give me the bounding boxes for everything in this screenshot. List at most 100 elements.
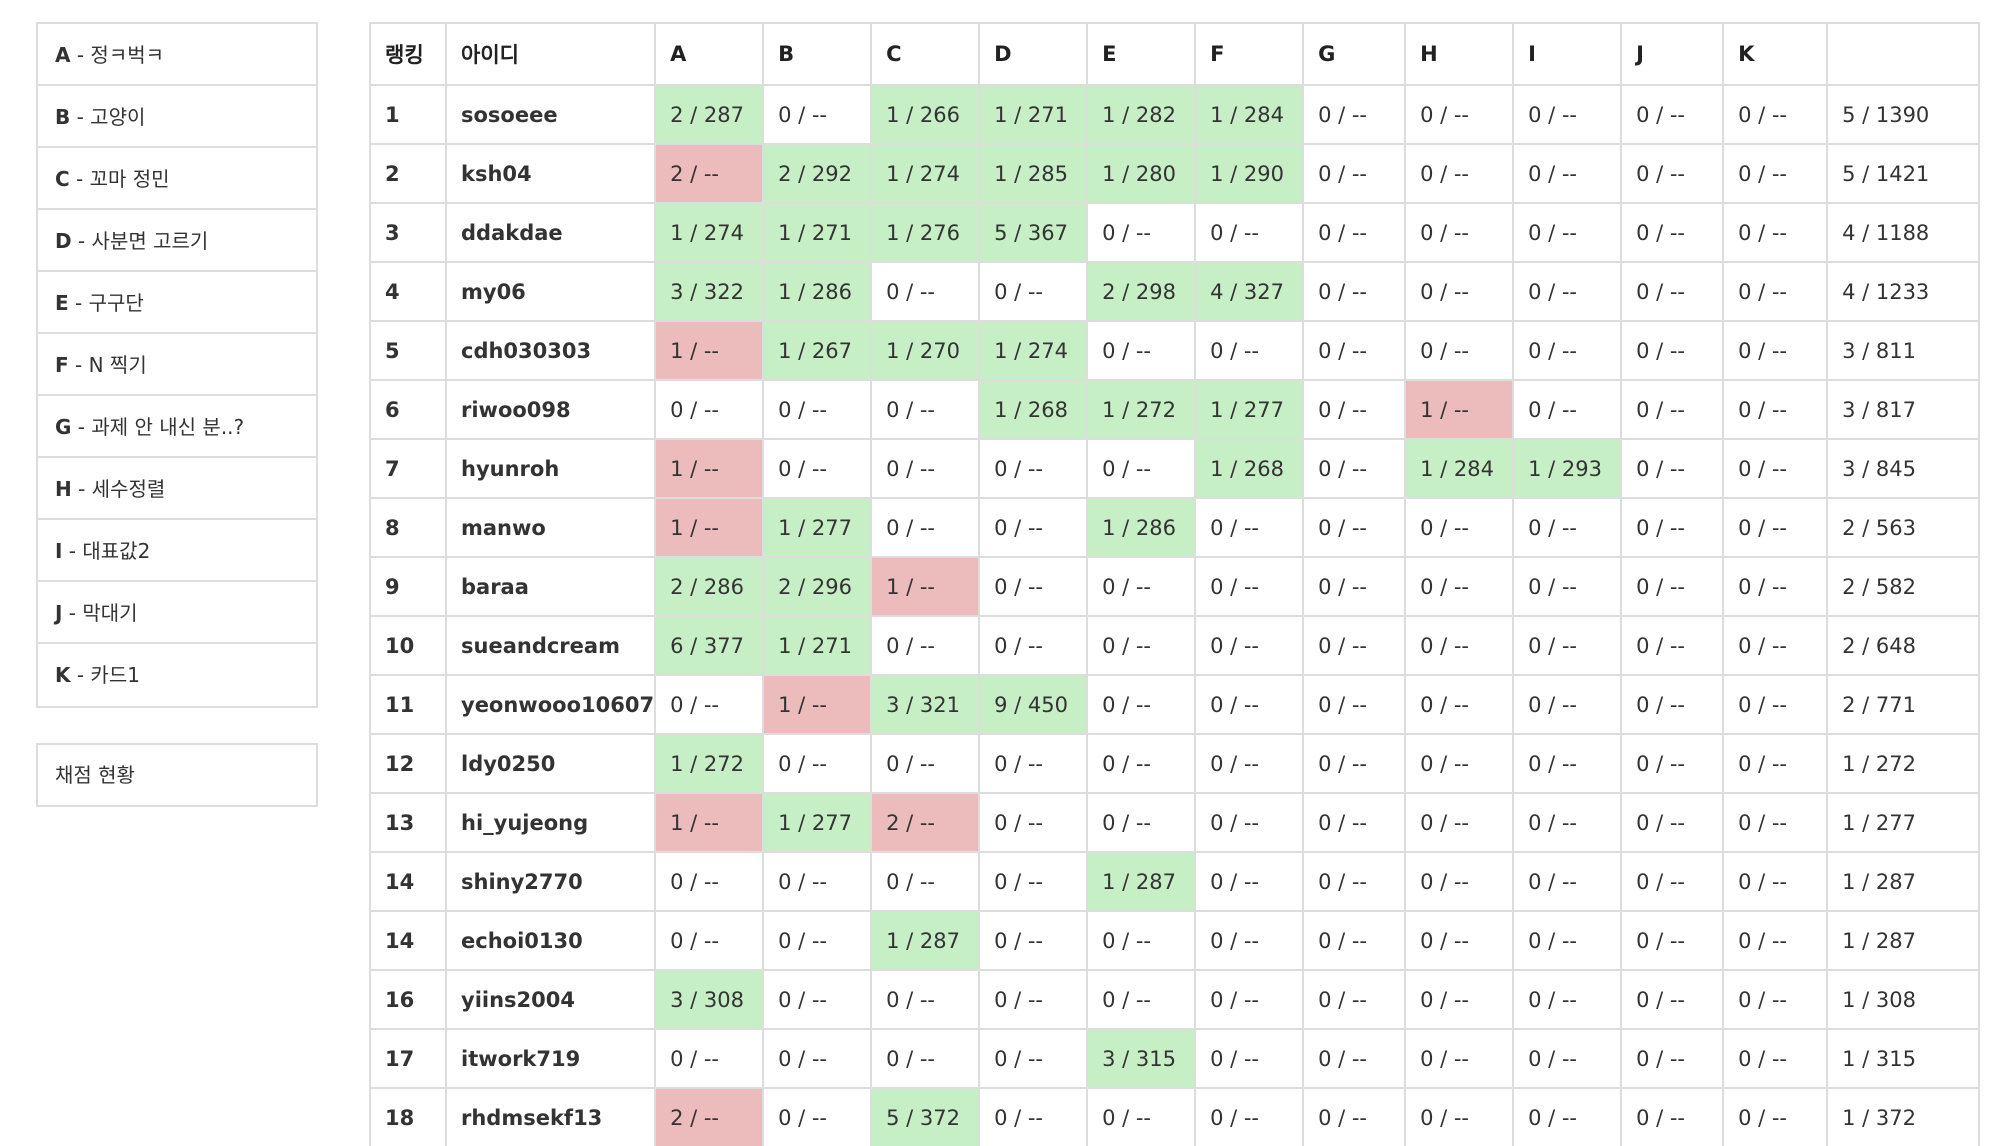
total-cell: 1 / 315 [1826, 1028, 1981, 1089]
col-header-problem-c[interactable]: C [870, 22, 981, 86]
problem-result-cell: 1 / 286 [1086, 497, 1197, 558]
problem-result-cell: 0 / -- [1620, 556, 1725, 617]
user-id-cell[interactable]: ddakdae [444, 202, 657, 263]
problem-result-cell: 0 / -- [978, 556, 1089, 617]
sidebar-item-problem-a[interactable]: A - 정ㅋ벅ㅋ [38, 24, 316, 86]
problem-result-cell: 1 / 271 [762, 615, 873, 676]
col-header-problem-k[interactable]: K [1722, 22, 1829, 86]
problem-result-cell: 0 / -- [1086, 556, 1197, 617]
problem-letter: C [55, 167, 70, 191]
problem-result-cell: 1 / 287 [870, 910, 981, 971]
problem-result-cell: 0 / -- [1194, 320, 1305, 381]
sidebar-item-problem-d[interactable]: D - 사분면 고르기 [38, 210, 316, 272]
problem-result-cell: 1 / 271 [762, 202, 873, 263]
table-row: 10 sueandcream 6 / 377 1 / 271 0 / -- 0 / -- 0… [369, 615, 1981, 676]
problem-result-cell: 0 / -- [1722, 143, 1829, 204]
sidebar-item-problem-e[interactable]: E - 구구단 [38, 272, 316, 334]
problem-title: - 세수정렬 [71, 477, 166, 501]
user-id-cell[interactable]: shiny2770 [444, 851, 657, 912]
grading-status-button[interactable]: 채점 현황 [36, 743, 318, 807]
user-id-cell[interactable]: riwoo098 [444, 379, 657, 440]
table-row: 14 shiny2770 0 / -- 0 / -- 0 / -- 0 / -- 1 / 2… [369, 851, 1981, 912]
problem-result-cell: 0 / -- [1194, 733, 1305, 794]
problem-result-cell: 1 / 293 [1512, 438, 1623, 499]
user-id-cell[interactable]: baraa [444, 556, 657, 617]
problem-result-cell: 0 / -- [1722, 556, 1829, 617]
table-row: 18 rhdmsekf13 2 / -- 0 / -- 5 / 372 0 / -- 0 /… [369, 1087, 1981, 1146]
problem-result-cell: 0 / -- [1086, 438, 1197, 499]
problem-result-cell: 0 / -- [654, 851, 765, 912]
user-id-cell[interactable]: itwork719 [444, 1028, 657, 1089]
problem-result-cell: 2 / 298 [1086, 261, 1197, 322]
sidebar-item-problem-b[interactable]: B - 고양이 [38, 86, 316, 148]
problem-result-cell: 0 / -- [978, 1087, 1089, 1146]
problem-result-cell: 0 / -- [1620, 674, 1725, 735]
col-header-problem-e[interactable]: E [1086, 22, 1197, 86]
user-id-cell[interactable]: manwo [444, 497, 657, 558]
problem-result-cell: 0 / -- [1512, 792, 1623, 853]
problem-result-cell: 0 / -- [1620, 320, 1725, 381]
user-id-cell[interactable]: ldy0250 [444, 733, 657, 794]
user-id-cell[interactable]: hi_yujeong [444, 792, 657, 853]
sidebar-item-problem-k[interactable]: K - 카드1 [38, 644, 316, 706]
problem-result-cell: 0 / -- [1086, 733, 1197, 794]
scoreboard: 랭킹 아이디 A B C D E F G H I J K 1 sosoeee 2 / 287 0 / -- 1 … [369, 22, 1981, 1146]
user-id-cell[interactable]: sueandcream [444, 615, 657, 676]
problem-result-cell: 0 / -- [1302, 910, 1407, 971]
user-id-cell[interactable]: sosoeee [444, 84, 657, 145]
sidebar-item-problem-j[interactable]: J - 막대기 [38, 582, 316, 644]
col-header-problem-j[interactable]: J [1620, 22, 1725, 86]
table-row: 11 yeonwooo10607 0 / -- 1 / -- 3 / 321 9 / 45… [369, 674, 1981, 735]
col-header-problem-b[interactable]: B [762, 22, 873, 86]
user-id-cell[interactable]: cdh030303 [444, 320, 657, 381]
col-header-problem-a[interactable]: A [654, 22, 765, 86]
col-header-problem-g[interactable]: G [1302, 22, 1407, 86]
problem-result-cell: 0 / -- [978, 1028, 1089, 1089]
problem-result-cell: 0 / -- [1722, 674, 1829, 735]
problem-result-cell: 1 / 277 [762, 792, 873, 853]
scoreboard-header: 랭킹 아이디 A B C D E F G H I J K [369, 22, 1981, 86]
problem-result-cell: 0 / -- [1302, 202, 1407, 263]
col-header-problem-f[interactable]: F [1194, 22, 1305, 86]
problem-result-cell: 0 / -- [1722, 497, 1829, 558]
problem-result-cell: 0 / -- [870, 379, 981, 440]
problem-result-cell: 0 / -- [762, 969, 873, 1030]
col-header-problem-i[interactable]: I [1512, 22, 1623, 86]
rank-cell: 18 [369, 1087, 447, 1146]
problem-result-cell: 0 / -- [1404, 84, 1515, 145]
problem-result-cell: 0 / -- [1302, 733, 1407, 794]
problem-letter: H [55, 477, 72, 501]
problem-result-cell: 0 / -- [1086, 792, 1197, 853]
user-id-cell[interactable]: hyunroh [444, 438, 657, 499]
problem-result-cell: 0 / -- [1620, 1087, 1725, 1146]
problem-list: A - 정ㅋ벅ㅋ B - 고양이 C - 꼬마 정민 D - 사분면 고르기 E - 구… [36, 22, 318, 708]
problem-result-cell: 0 / -- [1404, 733, 1515, 794]
problem-result-cell: 0 / -- [1404, 1028, 1515, 1089]
user-id-cell[interactable]: yeonwooo10607 [444, 674, 657, 735]
sidebar-item-problem-i[interactable]: I - 대표값2 [38, 520, 316, 582]
sidebar-item-problem-c[interactable]: C - 꼬마 정민 [38, 148, 316, 210]
user-id-cell[interactable]: ksh04 [444, 143, 657, 204]
user-id-cell[interactable]: yiins2004 [444, 969, 657, 1030]
problem-result-cell: 0 / -- [978, 792, 1089, 853]
rank-cell: 6 [369, 379, 447, 440]
problem-result-cell: 0 / -- [654, 910, 765, 971]
total-cell: 4 / 1233 [1826, 261, 1981, 322]
problem-result-cell: 0 / -- [1620, 1028, 1725, 1089]
problem-result-cell: 0 / -- [1512, 497, 1623, 558]
problem-result-cell: 1 / 267 [762, 320, 873, 381]
problem-result-cell: 0 / -- [1722, 261, 1829, 322]
problem-result-cell: 0 / -- [1620, 497, 1725, 558]
problem-result-cell: 2 / -- [654, 143, 765, 204]
sidebar-item-problem-h[interactable]: H - 세수정렬 [38, 458, 316, 520]
user-id-cell[interactable]: rhdmsekf13 [444, 1087, 657, 1146]
problem-result-cell: 0 / -- [1722, 320, 1829, 381]
user-id-cell[interactable]: echoi0130 [444, 910, 657, 971]
sidebar-item-problem-g[interactable]: G - 과제 안 내신 분..? [38, 396, 316, 458]
problem-result-cell: 0 / -- [1722, 851, 1829, 912]
user-id-cell[interactable]: my06 [444, 261, 657, 322]
col-header-problem-d[interactable]: D [978, 22, 1089, 86]
problem-result-cell: 0 / -- [1302, 84, 1407, 145]
sidebar-item-problem-f[interactable]: F - N 찍기 [38, 334, 316, 396]
col-header-problem-h[interactable]: H [1404, 22, 1515, 86]
